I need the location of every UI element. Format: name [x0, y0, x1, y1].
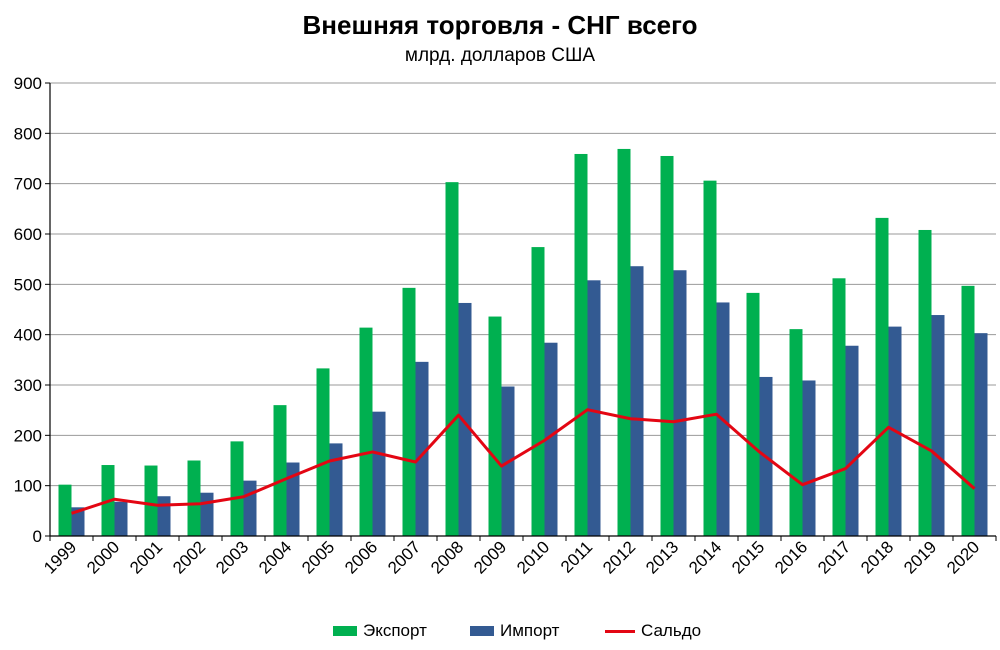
- bar-export: [875, 217, 889, 537]
- x-tick-label: 2014: [685, 537, 725, 577]
- bar-import: [114, 501, 128, 536]
- y-tick-label: 400: [14, 326, 42, 345]
- y-tick-label: 300: [14, 376, 42, 395]
- bar-export: [660, 155, 674, 536]
- x-tick-label: 2002: [169, 537, 209, 577]
- bar-export: [961, 285, 975, 536]
- bar-import: [415, 361, 429, 536]
- bar-export: [832, 278, 846, 536]
- legend-swatch-export: [333, 626, 357, 636]
- axes: [45, 82, 997, 541]
- x-tick-label: 2016: [771, 537, 811, 577]
- bars-group: [58, 148, 988, 537]
- bar-import: [931, 315, 945, 536]
- x-tick-label: 2011: [557, 537, 596, 576]
- y-tick-label: 700: [14, 175, 42, 194]
- bar-export: [617, 148, 631, 537]
- legend: Экспорт Импорт Сальдо: [0, 621, 1000, 645]
- chart-title: Внешняя торговля - СНГ всего: [302, 10, 698, 40]
- bar-export: [402, 287, 416, 536]
- x-tick-label: 2010: [513, 537, 553, 577]
- bar-export: [488, 316, 502, 536]
- legend-label-export: Экспорт: [363, 621, 427, 640]
- x-tick-label: 2008: [427, 537, 467, 577]
- bar-import: [630, 266, 644, 536]
- bar-export: [273, 405, 287, 536]
- legend-item-export: Экспорт: [333, 621, 427, 641]
- bar-export: [144, 465, 158, 536]
- balance-line: [71, 408, 976, 515]
- x-tick-label: 2007: [384, 537, 424, 577]
- bar-export: [918, 229, 932, 536]
- bar-export: [703, 180, 717, 536]
- x-tick-label: 2013: [642, 537, 682, 577]
- bar-export: [531, 247, 545, 536]
- bar-export: [230, 441, 244, 536]
- x-tick-label: 2000: [83, 537, 123, 577]
- bar-import: [974, 333, 988, 536]
- legend-item-balance: Сальдо: [605, 621, 701, 641]
- bar-export: [789, 329, 803, 536]
- bar-export: [187, 460, 201, 536]
- bar-import: [587, 280, 601, 536]
- x-tick-label: 2006: [341, 537, 381, 577]
- bar-import: [157, 496, 171, 536]
- x-tick-label: 2017: [814, 537, 854, 577]
- x-tick-labels: 1999 2000 2001 2002 2003 2004 2005 2006 2007 2008…: [40, 537, 983, 577]
- x-tick-label: 2019: [900, 537, 940, 577]
- bar-import: [673, 270, 687, 536]
- y-tick-label: 200: [14, 426, 42, 445]
- x-tick-label: 2001: [126, 537, 166, 577]
- x-tick-label: 1999: [40, 537, 80, 577]
- bar-import: [243, 480, 257, 536]
- x-tick-label: 2012: [599, 537, 639, 577]
- y-tick-label: 800: [14, 124, 42, 143]
- legend-swatch-import: [470, 626, 494, 636]
- x-tick-label: 2003: [212, 537, 252, 577]
- bar-import: [544, 342, 558, 536]
- bar-import: [845, 345, 859, 536]
- bar-import: [329, 443, 343, 536]
- legend-item-import: Импорт: [470, 621, 559, 641]
- x-tick-label: 2005: [298, 537, 338, 577]
- bar-export: [445, 182, 459, 536]
- bar-export: [574, 153, 588, 536]
- bar-import: [71, 507, 85, 536]
- bar-import: [200, 492, 214, 536]
- y-tick-label: 500: [14, 275, 42, 294]
- bar-import: [286, 462, 300, 536]
- y-tick-label: 100: [14, 477, 42, 496]
- y-tick-label: 0: [33, 527, 42, 546]
- x-tick-label: 2018: [857, 537, 897, 577]
- bar-export: [316, 368, 330, 536]
- x-tick-label: 2009: [470, 537, 510, 577]
- bar-import: [458, 302, 472, 536]
- legend-label-import: Импорт: [500, 621, 560, 640]
- x-tick-label: 2020: [943, 537, 983, 577]
- bar-import: [802, 380, 816, 536]
- y-tick-labels: 0 100 200 300 400 500 600 700 800 900: [14, 74, 42, 546]
- legend-label-balance: Сальдо: [641, 621, 702, 640]
- bar-import: [372, 411, 386, 536]
- bar-export: [359, 327, 373, 536]
- y-tick-label: 900: [14, 74, 42, 93]
- bar-export: [746, 292, 760, 536]
- x-tick-label: 2004: [255, 537, 295, 577]
- x-tick-label: 2015: [728, 537, 768, 577]
- y-tick-label: 600: [14, 225, 42, 244]
- legend-swatch-balance: [605, 629, 635, 633]
- chart-subtitle: млрд. долларов США: [404, 45, 596, 66]
- bar-export: [58, 484, 72, 536]
- balance-line-group: [71, 408, 976, 515]
